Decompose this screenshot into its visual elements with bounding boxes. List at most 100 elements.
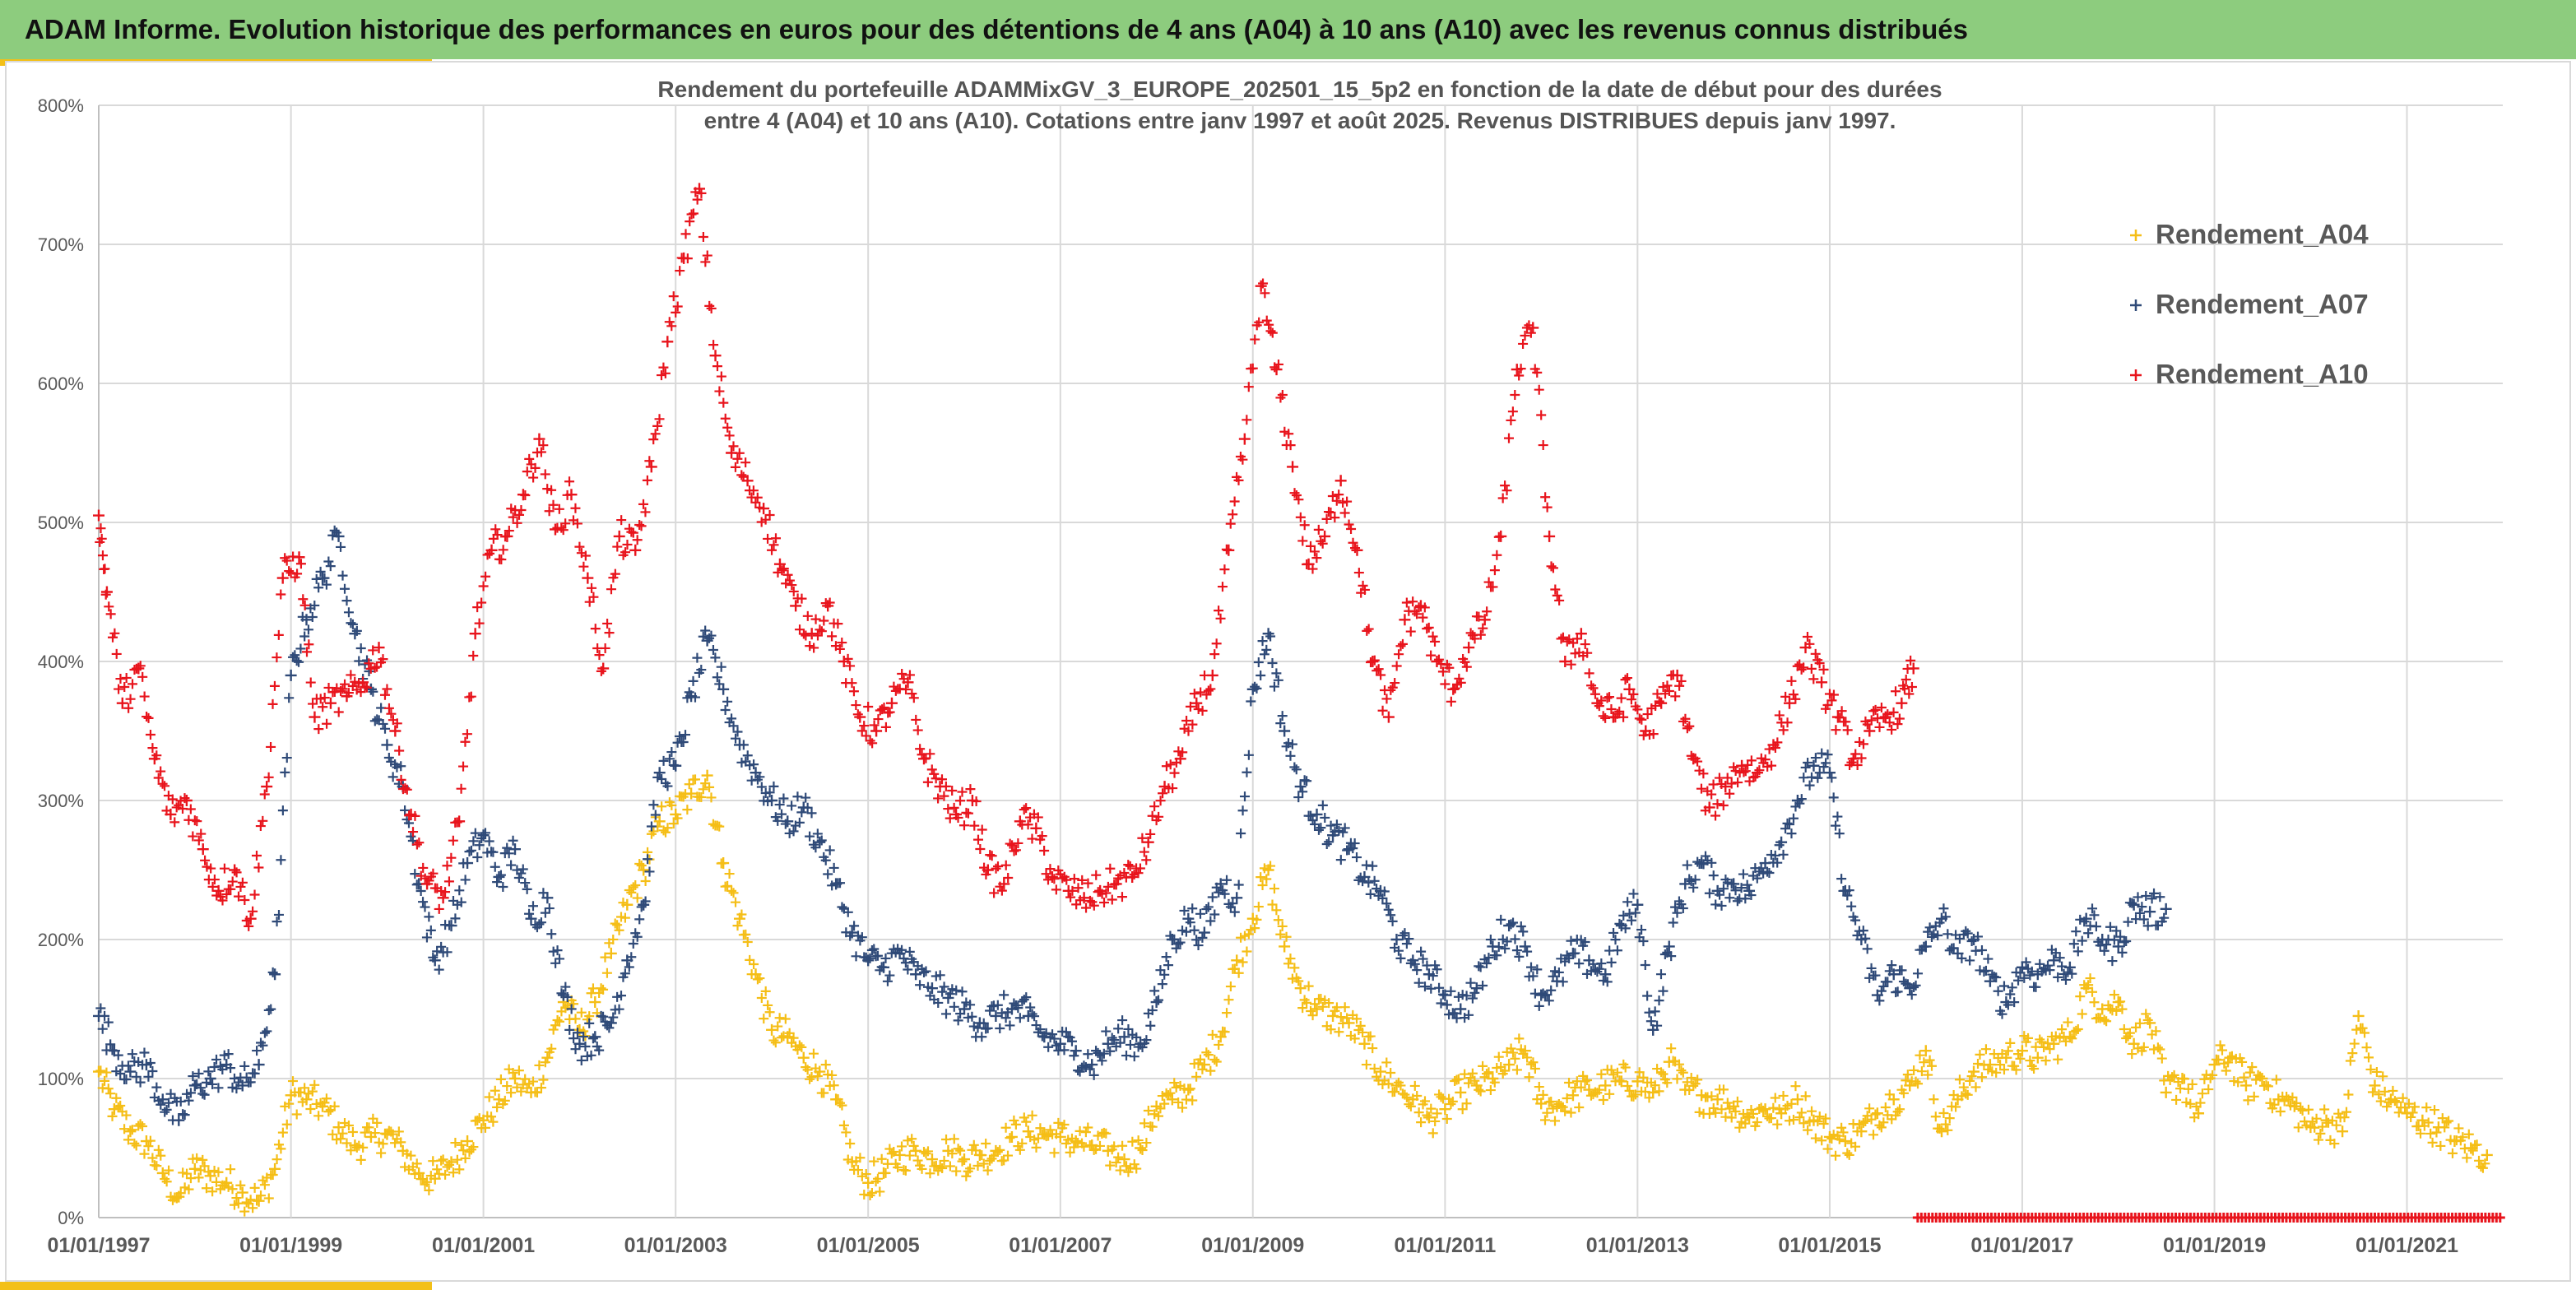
rendement-a04-marker [657, 801, 667, 812]
rendement-a04-marker [1740, 1118, 1751, 1129]
rendement-a10-marker [1540, 492, 1551, 503]
rendement-a07-marker [123, 1060, 133, 1071]
rendement-a04-marker [1794, 1112, 1805, 1123]
rendement-a04-marker [1944, 1113, 1955, 1124]
rendement-a10-marker [558, 525, 569, 536]
rendement-a07-marker [2134, 907, 2145, 918]
x-tick-label: 01/01/2001 [432, 1234, 535, 1257]
rendement-a10-marker [796, 593, 807, 604]
rendement-a10-point [261, 781, 273, 793]
rendement-a07-marker [1652, 1020, 1663, 1031]
rendement-a10-marker [337, 684, 348, 694]
rendement-a07-marker [1331, 819, 1342, 830]
rendement-a10-point [293, 551, 305, 564]
rendement-a04-marker [1059, 1119, 1070, 1130]
rendement-a04-marker [865, 1190, 875, 1200]
rendement-a04-marker [2427, 1137, 2438, 1148]
rendement-a10-marker [734, 448, 745, 458]
rendement-a07-marker [586, 1050, 596, 1060]
rendement-a10-marker [897, 668, 907, 679]
rendement-a04-marker [731, 897, 741, 907]
rendement-a04-marker [1342, 1013, 1353, 1023]
rendement-a04-marker [1634, 1067, 1645, 1078]
rendement-a10-marker [259, 789, 270, 800]
rendement-a04-marker [872, 1173, 883, 1184]
rendement-a10-marker [235, 881, 246, 892]
rendement-a07-marker [1866, 963, 1877, 973]
rendement-a04-marker [480, 1122, 490, 1133]
rendement-a07-marker [1306, 810, 1316, 821]
rendement-a10-marker [1772, 737, 1783, 748]
rendement-a10-marker [440, 887, 451, 898]
rendement-a04-marker [1790, 1081, 1801, 1092]
rendement-a07-marker [566, 1004, 577, 1014]
rendement-a04-marker [2171, 1094, 2182, 1105]
rendement-a07-marker [742, 750, 753, 761]
rendement-a04-marker [299, 1083, 310, 1093]
rendement-a10-marker [708, 340, 719, 350]
rendement-a04-marker [488, 1116, 499, 1127]
rendement-a04-marker [837, 1100, 847, 1111]
rendement-a04-marker [2444, 1116, 2454, 1126]
rendement-a04-marker [1159, 1098, 1170, 1109]
rendement-a07-marker [1387, 916, 1398, 926]
rendement-a10-marker [767, 545, 777, 555]
rendement-a10-point [1655, 697, 1668, 709]
rendement-a10-marker [1887, 724, 1897, 735]
rendement-a07-marker [680, 730, 691, 740]
rendement-a07-marker [1187, 903, 1198, 914]
rendement-a07-marker [816, 835, 827, 846]
rendement-a10-marker [369, 662, 380, 673]
rendement-a04-marker [548, 1024, 559, 1035]
rendement-a04-marker [2187, 1079, 2198, 1089]
rendement-a10-marker [1808, 674, 1819, 684]
rendement-a07-marker [640, 896, 651, 907]
rendement-a10-marker [1810, 648, 1821, 659]
rendement-a04-point [2239, 1079, 2252, 1092]
rendement-a04-marker [1672, 1074, 1683, 1084]
rendement-a10-marker [748, 485, 759, 496]
rendement-a10-marker [1051, 884, 1061, 895]
rendement-a04-marker [1021, 1116, 1032, 1127]
rendement-a10-marker [1594, 701, 1604, 712]
rendement-a07-marker [801, 792, 811, 803]
rendement-a04-marker [378, 1139, 388, 1149]
rendement-a04-marker [714, 821, 725, 832]
rendement-a04-marker [805, 1074, 815, 1084]
rendement-a04-marker [1524, 1072, 1534, 1083]
rendement-a10-marker [1866, 715, 1877, 726]
rendement-a04-marker [1842, 1148, 1853, 1158]
rendement-a04-marker [620, 912, 630, 923]
rendement-a07-marker [1185, 917, 1195, 928]
rendement-a04-marker [305, 1104, 316, 1115]
rendement-a10-marker [305, 677, 316, 688]
rendement-a10-marker [1041, 869, 1051, 879]
rendement-a07-marker [1862, 944, 1873, 954]
rendement-a10-point [870, 725, 883, 737]
rendement-a07-marker [522, 884, 532, 894]
rendement-a04-marker [921, 1148, 931, 1159]
rendement-a07-point [285, 669, 297, 681]
rendement-a10-marker [943, 804, 954, 814]
rendement-a04-point [541, 1051, 554, 1064]
rendement-a07-marker [415, 885, 426, 896]
rendement-a04-marker [773, 1021, 783, 1032]
rendement-a04-marker [486, 1111, 497, 1122]
rendement-a07-marker [941, 1009, 952, 1019]
rendement-a04-marker [1289, 963, 1300, 973]
rendement-a10-marker [139, 691, 150, 702]
rendement-a07-marker [884, 970, 895, 981]
rendement-a04-marker [1898, 1088, 1909, 1098]
rendement-a07-marker [1624, 908, 1635, 919]
rendement-a04-marker [225, 1164, 236, 1175]
rendement-a10-marker [1766, 760, 1777, 771]
rendement-a07-marker [1432, 964, 1442, 975]
rendement-a04-marker [636, 861, 647, 871]
points-layer [93, 183, 2505, 1223]
rendement-a04-point [1566, 1089, 1579, 1102]
rendement-a10-marker [1243, 382, 1254, 392]
rendement-a10-point [437, 892, 449, 904]
rendement-a04-marker [287, 1076, 298, 1087]
rendement-a04-marker [600, 952, 610, 963]
rendement-a10-marker [192, 816, 202, 827]
